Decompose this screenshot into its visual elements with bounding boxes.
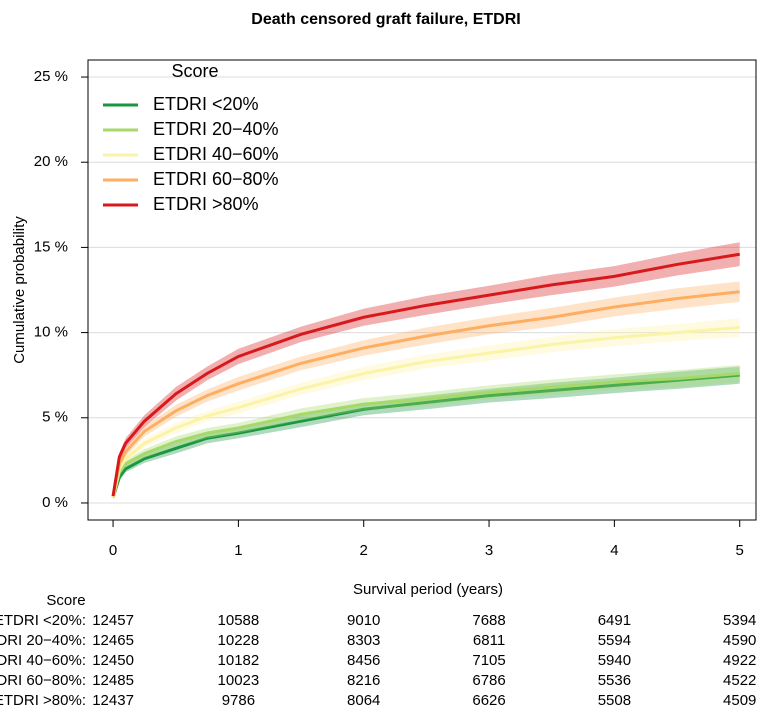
risk-count: 6811 <box>473 632 505 649</box>
risk-count: 8456 <box>347 652 380 669</box>
risk-row-label: ETDRI <20%: <box>0 612 86 629</box>
risk-count: 12485 <box>92 672 134 689</box>
risk-row-label: ETDRI >80%: <box>0 692 86 707</box>
y-tick-label: 15 % <box>34 238 68 255</box>
risk-row-label: ETDRI 40−60%: <box>0 652 86 669</box>
risk-table-title: Score <box>46 592 85 609</box>
risk-count: 6786 <box>472 672 505 689</box>
x-tick-label: 5 <box>736 542 744 559</box>
risk-count: 4590 <box>723 632 756 649</box>
risk-count: 4522 <box>723 672 756 689</box>
risk-count: 8064 <box>347 692 380 707</box>
line <box>111 252 740 497</box>
risk-count: 10228 <box>218 632 260 649</box>
y-tick-label: 20 % <box>34 153 68 170</box>
line <box>111 290 740 497</box>
risk-count: 5508 <box>598 692 631 707</box>
risk-count: 12457 <box>92 612 134 629</box>
legend-label: ETDRI 40−60% <box>153 144 279 164</box>
legend-title: Score <box>171 61 218 81</box>
x-tick-label: 4 <box>610 542 618 559</box>
risk-count: 4509 <box>723 692 756 707</box>
risk-count: 4922 <box>723 652 756 669</box>
chart-title: Death censored graft failure, ETDRI <box>251 11 520 28</box>
y-axis-label: Cumulative probability <box>11 216 28 364</box>
x-axis-label: Survival period (years) <box>353 581 503 598</box>
y-tick-label: 10 % <box>34 324 68 341</box>
risk-count: 5594 <box>598 632 631 649</box>
risk-count: 7105 <box>472 652 505 669</box>
legend-label: ETDRI <20% <box>153 94 259 114</box>
line <box>111 325 740 499</box>
risk-count: 10588 <box>218 612 260 629</box>
risk-count: 12465 <box>92 632 134 649</box>
x-tick-label: 2 <box>360 542 368 559</box>
x-tick-label: 1 <box>234 542 242 559</box>
confidence-band <box>113 242 740 498</box>
legend-label: ETDRI >80% <box>153 194 259 214</box>
risk-count: 5394 <box>723 612 756 629</box>
risk-count: 8216 <box>347 672 380 689</box>
x-tick-label: 3 <box>485 542 493 559</box>
confidence-band <box>113 281 740 498</box>
risk-count: 9010 <box>347 612 380 629</box>
risk-count: 6491 <box>598 612 631 629</box>
risk-count: 12450 <box>92 652 134 669</box>
line <box>111 371 740 499</box>
y-tick-label: 5 % <box>42 409 68 426</box>
risk-count: 5940 <box>598 652 631 669</box>
plot-frame <box>87 59 757 521</box>
y-tick-label: 25 % <box>34 68 68 85</box>
x-tick-label: 0 <box>109 542 117 559</box>
line <box>111 373 740 499</box>
risk-count: 8303 <box>347 632 380 649</box>
y-tick-label: 0 % <box>42 494 68 511</box>
risk-count: 6626 <box>472 692 505 707</box>
risk-count: 9786 <box>222 692 255 707</box>
risk-count: 10182 <box>218 652 260 669</box>
risk-row-label: ETDRI 60−80%: <box>0 672 86 689</box>
risk-count: 5536 <box>598 672 631 689</box>
risk-row-label: ETDRI 20−40%: <box>0 632 86 649</box>
risk-count: 12437 <box>92 692 134 707</box>
legend-label: ETDRI 60−80% <box>153 169 279 189</box>
risk-count: 10023 <box>218 672 260 689</box>
legend-label: ETDRI 20−40% <box>153 119 279 139</box>
risk-count: 7688 <box>472 612 505 629</box>
